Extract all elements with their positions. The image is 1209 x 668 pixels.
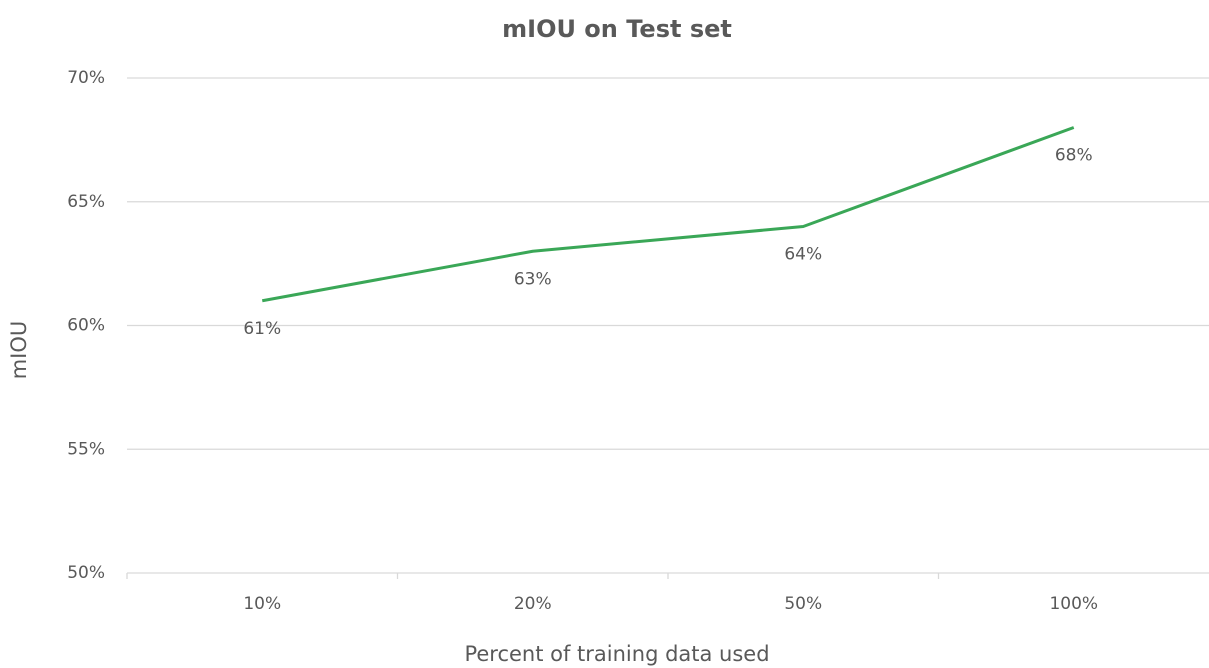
y-tick-label: 60% (67, 316, 105, 336)
x-tick-label: 20% (514, 594, 552, 614)
data-label: 63% (514, 269, 552, 289)
y-axis-label: mIOU (7, 321, 31, 380)
x-tick-label: 50% (784, 594, 822, 614)
x-tick-label: 100% (1049, 594, 1098, 614)
data-label: 68% (1055, 146, 1093, 166)
y-tick-label: 50% (67, 563, 105, 583)
chart-title: mIOU on Test set (502, 15, 732, 43)
y-tick-label: 55% (67, 439, 105, 459)
y-tick-label: 70% (67, 68, 105, 88)
x-tick-label: 10% (243, 594, 281, 614)
data-label: 61% (243, 319, 281, 339)
y-tick-label: 65% (67, 192, 105, 212)
line (261, 126, 1075, 303)
data-label: 64% (784, 245, 822, 265)
x-axis-label: Percent of training data used (464, 642, 769, 666)
